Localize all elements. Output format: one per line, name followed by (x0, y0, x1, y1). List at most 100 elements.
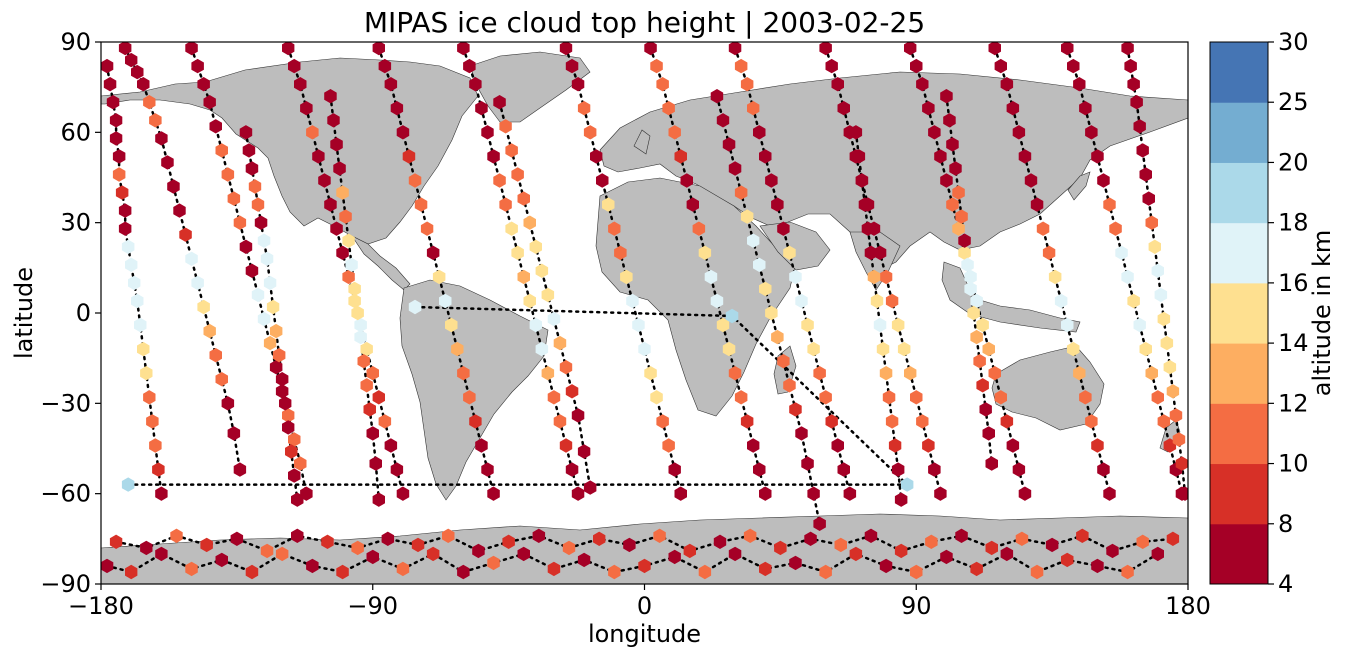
data-point (1121, 564, 1134, 580)
data-point (1079, 390, 1092, 405)
data-point (1085, 125, 1098, 140)
data-point (976, 378, 989, 393)
data-point (275, 372, 289, 387)
data-point (876, 341, 890, 357)
data-point (396, 125, 410, 140)
data-point (121, 239, 135, 254)
data-point (532, 528, 546, 543)
data-point (481, 125, 494, 140)
data-point (357, 354, 370, 369)
orbit-track (824, 46, 942, 495)
data-point (943, 113, 956, 128)
data-point (306, 558, 319, 574)
data-point (457, 564, 470, 580)
data-point (783, 378, 796, 393)
data-point (988, 366, 1001, 381)
data-point (288, 58, 301, 74)
data-point (1073, 77, 1086, 92)
data-point (1130, 95, 1143, 110)
data-point (955, 209, 968, 224)
data-point (1139, 167, 1152, 182)
data-point (161, 155, 174, 170)
data-point (529, 317, 542, 333)
data-point (275, 546, 289, 562)
data-point (583, 480, 597, 495)
data-point (351, 305, 364, 321)
data-point (439, 293, 452, 309)
data-point (843, 486, 857, 501)
data-point (137, 77, 150, 92)
data-point (728, 546, 742, 562)
data-point (759, 281, 772, 297)
data-point (390, 101, 404, 116)
data-point (958, 233, 971, 248)
data-point (765, 305, 778, 321)
data-point (227, 191, 241, 206)
data-point (109, 113, 123, 128)
data-point (958, 245, 971, 260)
data-point (118, 221, 132, 236)
data-point (363, 402, 376, 417)
data-point (653, 528, 666, 543)
data-point (747, 438, 760, 453)
data-point (961, 257, 974, 272)
landmass-arabia (759, 221, 831, 271)
data-point (327, 113, 340, 128)
data-point (602, 197, 615, 212)
data-point (934, 149, 947, 164)
data-point (209, 348, 222, 363)
data-point (1172, 432, 1186, 447)
landmass-australia (991, 345, 1105, 431)
data-point (348, 293, 361, 309)
data-point (590, 149, 603, 164)
data-point (1121, 42, 1134, 56)
data-point (463, 58, 476, 74)
data-point (245, 161, 259, 176)
data-point (1160, 335, 1174, 351)
data-point (740, 77, 754, 92)
data-point (795, 426, 808, 441)
orbit-track (649, 46, 767, 495)
data-point (873, 317, 887, 333)
data-point (312, 149, 325, 164)
x-tick-label: −90 (347, 592, 398, 620)
data-point (1036, 221, 1050, 236)
data-point (1136, 143, 1149, 158)
data-point (553, 414, 567, 429)
data-point (747, 233, 760, 248)
data-point (487, 486, 500, 501)
data-point (644, 366, 657, 381)
data-point (952, 185, 965, 200)
data-point (432, 269, 446, 285)
data-point (366, 549, 379, 565)
data-point (101, 558, 114, 574)
data-point (777, 354, 790, 369)
data-point (1085, 414, 1098, 429)
colorbar-tick-label: 10 (1278, 450, 1309, 478)
data-point (668, 549, 681, 565)
data-point (125, 564, 138, 580)
data-point (493, 173, 506, 188)
data-point (233, 215, 247, 230)
y-tick-label: 0 (76, 299, 91, 327)
data-point (109, 131, 123, 146)
data-point (668, 125, 681, 140)
data-point (342, 233, 355, 248)
data-point (541, 366, 555, 381)
data-point (203, 95, 216, 110)
data-point (1103, 486, 1116, 501)
data-point (1127, 77, 1140, 92)
data-point (577, 444, 591, 459)
data-point (372, 42, 385, 56)
data-point (967, 305, 980, 321)
data-point (753, 257, 766, 272)
data-point (565, 462, 579, 477)
data-point (638, 341, 651, 357)
data-point (330, 137, 343, 152)
data-point (547, 390, 561, 405)
data-point (1163, 360, 1177, 375)
data-point (849, 125, 863, 140)
x-tick-label: −180 (68, 592, 134, 620)
data-point (885, 293, 899, 309)
data-point (710, 293, 724, 309)
